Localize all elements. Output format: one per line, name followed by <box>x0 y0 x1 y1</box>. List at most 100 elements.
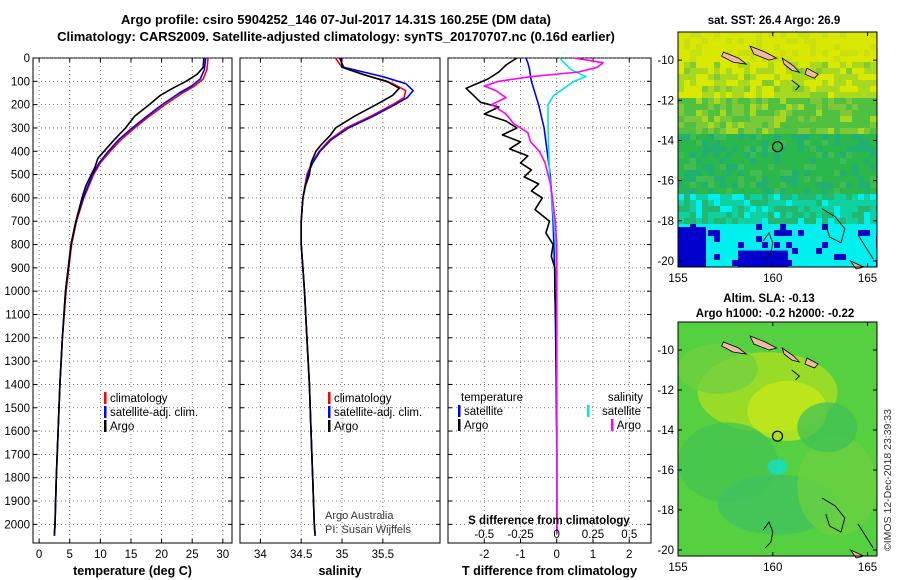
sst-cell <box>816 236 822 242</box>
salinity-panel: 34 34.5 35 35.5 salinity climatology satellite… <box>239 57 441 578</box>
depth-tick-label: 1600 <box>4 426 30 438</box>
sst-cell <box>858 164 864 170</box>
sst-cell <box>702 176 708 182</box>
sst-cell <box>810 146 816 152</box>
sst-cell <box>810 230 816 236</box>
legend-label: Argo <box>110 421 134 433</box>
sst-cell <box>732 122 738 128</box>
sst-cell <box>792 86 798 92</box>
sst-cell <box>750 218 756 224</box>
sst-cell <box>726 206 732 212</box>
sst-cell <box>822 176 828 182</box>
sst-cell <box>768 242 774 248</box>
sst-cell <box>780 164 786 170</box>
sst-cell <box>708 110 714 116</box>
sst-cell <box>726 230 732 236</box>
sst-cell <box>732 164 738 170</box>
sst-cell <box>792 122 798 128</box>
sst-cell <box>720 110 726 116</box>
sst-cell <box>744 128 750 134</box>
depth-tick-label: 900 <box>11 263 30 275</box>
sst-cell <box>780 92 786 98</box>
sst-cell <box>750 182 756 188</box>
sst-cell <box>804 242 810 248</box>
sst-cell <box>744 200 750 206</box>
sst-cell <box>696 170 702 176</box>
sst-cell <box>816 116 822 122</box>
sst-cell <box>798 98 804 104</box>
sst-cell <box>780 182 786 188</box>
sst-cell <box>774 182 780 188</box>
bathymetry-contour <box>791 79 800 91</box>
sst-cell <box>798 230 804 236</box>
sst-cell <box>714 212 720 218</box>
sst-cell <box>852 140 858 146</box>
sst-cell <box>816 98 822 104</box>
map-y-tick-label: -12 <box>657 385 674 397</box>
coastline-island <box>804 357 819 369</box>
sst-cell <box>744 74 750 80</box>
sst-cell <box>708 122 714 128</box>
sst-cell <box>852 236 858 242</box>
sst-cell <box>804 164 810 170</box>
sst-cell <box>702 170 708 176</box>
sst-cell <box>768 68 774 74</box>
sst-cell <box>858 170 864 176</box>
sst-cell <box>822 62 828 68</box>
sst-cell <box>870 200 876 206</box>
sst-cell <box>756 92 762 98</box>
bathymetry-contour <box>821 208 846 244</box>
sst-cell <box>774 140 780 146</box>
sst-cell <box>762 218 768 224</box>
sst-cell <box>732 236 738 242</box>
sst-cell <box>732 158 738 164</box>
sst-cell <box>786 218 792 224</box>
sst-cell <box>864 164 870 170</box>
x-tick-label: 1 <box>590 549 596 561</box>
sst-cell <box>708 146 714 152</box>
depth-tick-label: 200 <box>11 100 30 112</box>
sst-cell <box>816 134 822 140</box>
sst-cell <box>684 44 690 50</box>
sst-cell <box>684 74 690 80</box>
sst-cell <box>774 110 780 116</box>
sst-cell <box>810 182 816 188</box>
sst-cell <box>780 188 786 194</box>
sst-cell <box>840 122 846 128</box>
sst-cell <box>702 134 708 140</box>
sst-cell <box>690 128 696 134</box>
sst-cell <box>840 92 846 98</box>
sst-cell <box>750 104 756 110</box>
sst-cell <box>702 152 708 158</box>
sst-cell <box>678 128 684 134</box>
sst-cell <box>720 248 726 254</box>
sst-cell <box>798 146 804 152</box>
bathymetry-contour <box>762 521 774 549</box>
sst-cell <box>840 74 846 80</box>
sst-cell <box>744 218 750 224</box>
sst-cell <box>678 164 684 170</box>
sst-cell <box>762 188 768 194</box>
sst-cell <box>690 170 696 176</box>
sst-cell <box>798 110 804 116</box>
sst-map: sat. SST: 26.4 Argo: 26.9 -10 -12 -14 -16 -18… <box>657 15 878 285</box>
sst-cell <box>804 176 810 182</box>
sst-cell <box>732 212 738 218</box>
sst-cell <box>678 104 684 110</box>
sst-cell <box>792 134 798 140</box>
sst-cell <box>822 230 828 236</box>
sst-cell <box>726 182 732 188</box>
sst-cell <box>846 134 852 140</box>
sst-cell <box>696 158 702 164</box>
sst-cell <box>804 122 810 128</box>
depth-tick-label: 1900 <box>4 496 30 508</box>
sst-cell <box>690 164 696 170</box>
sst-cell <box>798 254 804 260</box>
sst-cell <box>864 158 870 164</box>
sst-cell <box>840 50 846 56</box>
sst-cell <box>792 212 798 218</box>
legend-label: Argo <box>334 421 358 433</box>
sst-cell <box>828 134 834 140</box>
sst-cell <box>822 134 828 140</box>
sst-cell <box>744 242 750 248</box>
